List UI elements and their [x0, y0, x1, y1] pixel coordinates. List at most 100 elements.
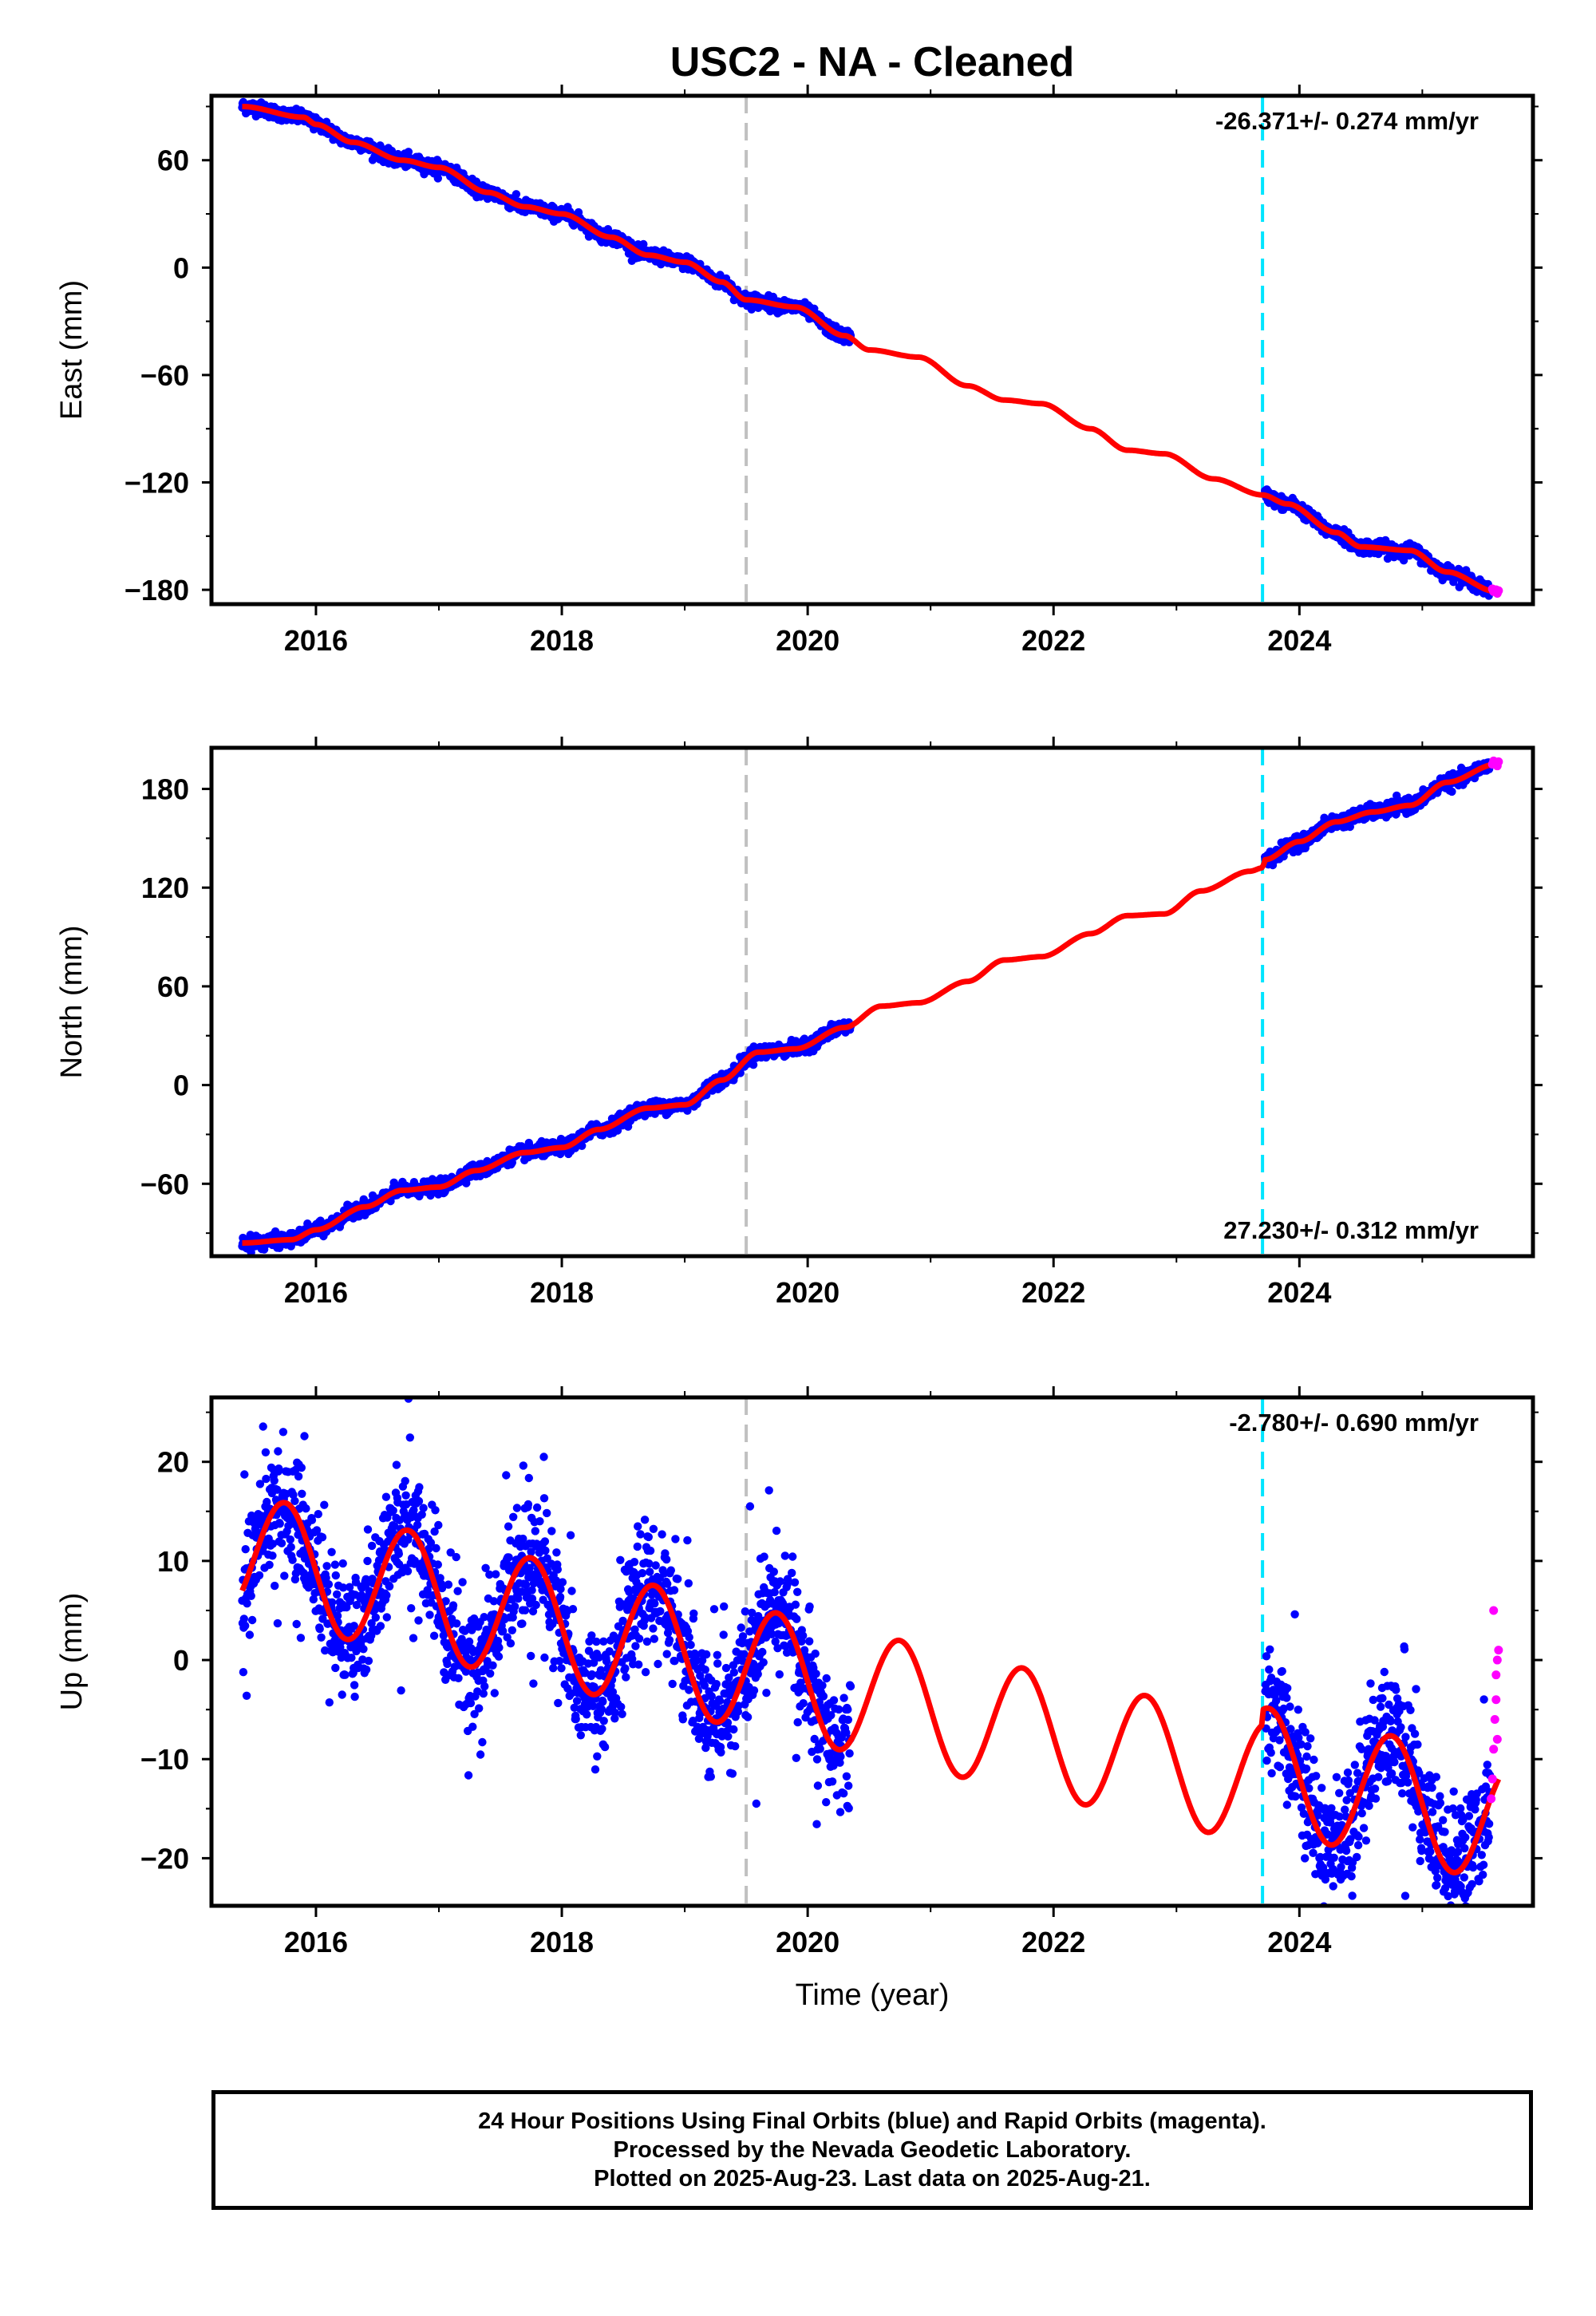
- up-final-point: [361, 1575, 370, 1584]
- north-x-tick-label: 2016: [284, 1276, 348, 1309]
- up-final-point: [333, 1590, 342, 1599]
- up-final-point: [350, 1692, 359, 1701]
- up-final-point: [275, 1520, 284, 1528]
- east-plot-area: [238, 96, 1503, 604]
- up-final-point: [268, 1539, 277, 1548]
- east-rapid-point: [1494, 586, 1503, 595]
- up-final-point: [315, 1624, 324, 1634]
- up-final-point: [363, 1556, 372, 1566]
- up-final-point: [261, 1448, 271, 1457]
- up-final-point: [363, 1525, 373, 1534]
- up-final-point: [298, 1489, 306, 1499]
- north-final-point: [749, 1061, 758, 1069]
- up-final-point: [330, 1560, 340, 1569]
- east-model-curve: [241, 104, 1500, 595]
- up-final-point: [347, 1654, 356, 1662]
- north-y-tick-label: 120: [141, 871, 189, 904]
- north-plot-area: [238, 748, 1503, 1256]
- east-y-tick-label: 60: [157, 144, 189, 177]
- chart-title: USC2 - NA - Cleaned: [670, 39, 1075, 85]
- up-final-point: [273, 1485, 282, 1494]
- east-rapid-points: [1487, 584, 1503, 599]
- east-rate-label: -26.371+/- 0.274 mm/yr: [1215, 107, 1479, 135]
- up-final-point: [242, 1691, 251, 1700]
- up-final-point: [292, 1619, 301, 1629]
- up-final-point: [350, 1681, 359, 1690]
- north-frame: [209, 745, 1535, 1259]
- up-final-point: [338, 1583, 348, 1592]
- up-final-point: [333, 1611, 342, 1620]
- east-final-point: [747, 305, 756, 314]
- north-y-tick-label: 60: [157, 970, 189, 1003]
- north-final-point: [1448, 787, 1456, 796]
- east-x-tick-label: 2020: [776, 624, 839, 657]
- up-final-point: [325, 1698, 334, 1707]
- up-final-point: [286, 1543, 295, 1551]
- up-final-point: [255, 1571, 264, 1580]
- east-y-tick-label: −60: [140, 359, 189, 392]
- up-final-point: [247, 1615, 257, 1625]
- up-final-point: [288, 1555, 297, 1564]
- up-final-point: [243, 1599, 251, 1608]
- up-final-point: [322, 1562, 331, 1571]
- up-final-point: [320, 1500, 329, 1509]
- up-final-point: [322, 1574, 330, 1583]
- up-final-point: [302, 1504, 310, 1513]
- up-final-point: [268, 1551, 277, 1560]
- north-model-curve: [241, 761, 1500, 1246]
- up-final-point: [338, 1559, 347, 1568]
- north-final-points: [238, 758, 1495, 1256]
- up-final-point: [376, 1622, 385, 1630]
- up-final-point: [277, 1539, 286, 1547]
- up-final-point: [274, 1447, 282, 1456]
- east-y-tick-label: 0: [173, 251, 189, 284]
- up-final-point: [241, 1545, 250, 1554]
- north-x-tick-label: 2020: [776, 1276, 839, 1309]
- up-final-point: [309, 1595, 318, 1604]
- up-final-point: [290, 1496, 299, 1506]
- up-final-point: [327, 1547, 336, 1557]
- up-final-point: [259, 1422, 267, 1431]
- up-final-point: [312, 1526, 322, 1535]
- east-y-tick-label: −180: [124, 574, 189, 607]
- north-y-tick-label: −60: [140, 1168, 189, 1200]
- up-final-point: [294, 1472, 303, 1481]
- up-final-point: [361, 1665, 371, 1674]
- east-final-point: [404, 148, 413, 156]
- north-rapid-point: [1494, 757, 1503, 767]
- up-final-point: [297, 1463, 306, 1472]
- up-final-point: [239, 1614, 248, 1623]
- up-final-point: [357, 1591, 366, 1600]
- up-final-points: [238, 1397, 1495, 1906]
- up-final-point: [279, 1428, 288, 1437]
- up-final-point: [331, 1663, 340, 1673]
- up-final-point: [262, 1474, 271, 1484]
- up-final-point: [307, 1516, 317, 1524]
- up-final-point: [342, 1603, 351, 1612]
- up-final-point: [241, 1621, 250, 1630]
- north-x-tick-label: 2022: [1021, 1276, 1085, 1309]
- north-final-point: [578, 1141, 587, 1151]
- east-x-tick-label: 2024: [1267, 624, 1331, 657]
- up-final-point: [367, 1618, 376, 1628]
- up-final-point: [247, 1591, 255, 1601]
- up-final-point: [345, 1583, 354, 1591]
- up-final-point: [265, 1560, 274, 1570]
- north-rate-label: 27.230+/- 0.312 mm/yr: [1223, 1216, 1479, 1244]
- east-frame: [209, 93, 1535, 607]
- east-final-point: [433, 174, 442, 183]
- up-final-point: [300, 1432, 309, 1441]
- up-final-point: [324, 1580, 334, 1589]
- up-final-point: [240, 1470, 249, 1479]
- up-final-point: [341, 1670, 350, 1679]
- east-x-tick-label: 2022: [1021, 624, 1085, 657]
- up-final-point: [280, 1571, 289, 1580]
- up-final-point: [331, 1571, 340, 1580]
- up-final-point: [271, 1581, 279, 1591]
- up-final-point: [296, 1634, 306, 1642]
- up-final-point: [317, 1633, 326, 1642]
- up-final-point: [275, 1464, 283, 1473]
